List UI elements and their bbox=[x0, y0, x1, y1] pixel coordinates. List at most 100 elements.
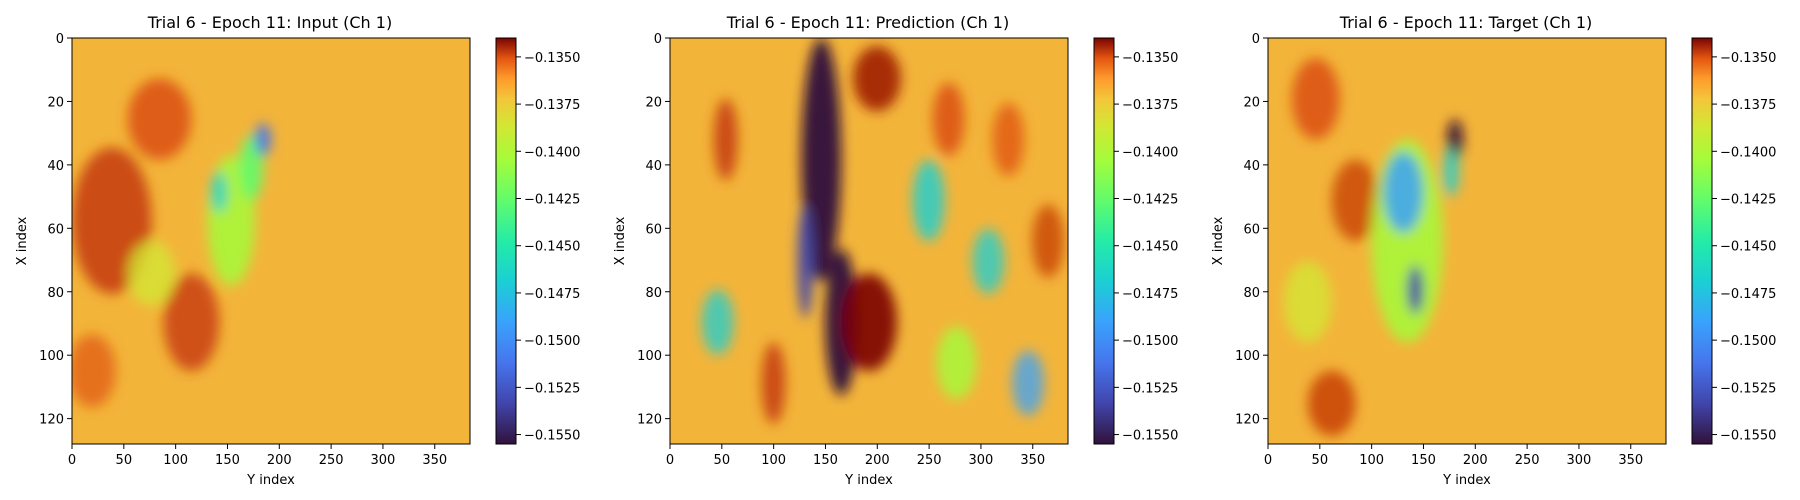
colorbar-tick-label: −0.1550 bbox=[1720, 429, 1776, 444]
field-region bbox=[801, 38, 842, 282]
x-tick-label: 350 bbox=[1020, 453, 1045, 468]
x-tick-label: 200 bbox=[1463, 453, 1488, 468]
x-axis-label: Y index bbox=[844, 473, 893, 488]
y-axis-label: X index bbox=[15, 216, 30, 265]
colorbar-tick-label: −0.1400 bbox=[524, 145, 580, 160]
heatmap-image bbox=[1268, 38, 1666, 444]
field-region bbox=[972, 228, 1005, 294]
y-tick-label: 60 bbox=[645, 222, 662, 237]
field-region bbox=[127, 241, 176, 306]
x-tick-label: 300 bbox=[1567, 453, 1592, 468]
y-tick-label: 20 bbox=[645, 95, 662, 110]
colorbar-ticks: −0.1350 −0.1375 −0.1400 −0.1425 −0.1450 −0.14… bbox=[516, 51, 580, 444]
colorbar bbox=[1691, 37, 1713, 445]
axes-frame bbox=[669, 37, 1069, 445]
y-tick-label: 120 bbox=[39, 413, 64, 428]
x-tick-label: 100 bbox=[761, 453, 786, 468]
y-tick-label: 20 bbox=[1243, 95, 1260, 110]
colorbar-tick-label: −0.1350 bbox=[1122, 51, 1178, 66]
x-tick-label: 300 bbox=[969, 453, 994, 468]
x-tick-label: 250 bbox=[1515, 453, 1540, 468]
y-tick-label: 100 bbox=[39, 349, 64, 364]
colorbar-tick-label: −0.1475 bbox=[1122, 287, 1178, 302]
field-region bbox=[761, 342, 786, 424]
panel-input: Trial 6 - Epoch 11: Input (Ch 1) 0 50 100 1… bbox=[15, 13, 580, 488]
panel-title: Trial 6 - Epoch 11: Target (Ch 1) bbox=[1339, 13, 1592, 32]
field-region bbox=[936, 326, 977, 400]
field-region bbox=[211, 171, 228, 213]
colorbar-tick-label: −0.1525 bbox=[1720, 381, 1776, 396]
heatmap-image bbox=[72, 38, 470, 444]
field-region bbox=[713, 98, 738, 181]
y-tick-label: 60 bbox=[47, 222, 64, 237]
axes-frame bbox=[71, 37, 471, 445]
x-tick-label: 150 bbox=[1411, 453, 1436, 468]
x-tick-label: 100 bbox=[1359, 453, 1384, 468]
field-region bbox=[701, 289, 734, 355]
x-tick-label: 250 bbox=[917, 453, 942, 468]
colorbar-tick-label: −0.1425 bbox=[1122, 193, 1178, 208]
y-tick-label: 0 bbox=[56, 32, 64, 47]
panel-prediction: Trial 6 - Epoch 11: Prediction (Ch 1) 0 5… bbox=[613, 13, 1178, 488]
heatmap-image bbox=[670, 38, 1068, 444]
x-tick-label: 50 bbox=[714, 453, 731, 468]
field-region bbox=[1283, 261, 1332, 343]
x-tick-label: 50 bbox=[116, 453, 133, 468]
field-region bbox=[239, 135, 264, 201]
field-region bbox=[127, 78, 192, 160]
axes-frame bbox=[1267, 37, 1667, 445]
x-tick-label: 100 bbox=[163, 453, 188, 468]
y-axis-ticks: 0 20 40 60 80 100 120 bbox=[1235, 32, 1268, 428]
colorbar-tick-label: −0.1500 bbox=[524, 334, 580, 349]
y-tick-label: 80 bbox=[645, 286, 662, 301]
y-tick-label: 80 bbox=[1243, 286, 1260, 301]
x-axis-ticks: 0 50 100 150 200 250 300 350 bbox=[666, 444, 1045, 468]
colorbar-tick-label: −0.1450 bbox=[524, 240, 580, 255]
field-region bbox=[163, 273, 220, 371]
y-axis-label: X index bbox=[613, 216, 628, 265]
x-tick-label: 350 bbox=[422, 453, 447, 468]
y-axis-label: X index bbox=[1211, 216, 1226, 265]
colorbar-tick-label: −0.1500 bbox=[1122, 334, 1178, 349]
x-tick-label: 0 bbox=[1264, 453, 1272, 468]
x-tick-label: 150 bbox=[215, 453, 240, 468]
y-tick-label: 0 bbox=[654, 32, 662, 47]
panel-title: Trial 6 - Epoch 11: Input (Ch 1) bbox=[147, 13, 392, 32]
y-tick-label: 20 bbox=[47, 95, 64, 110]
panel-target: Trial 6 - Epoch 11: Target (Ch 1) 0 50 100… bbox=[1211, 13, 1776, 488]
colorbar-tick-label: −0.1400 bbox=[1122, 145, 1178, 160]
x-axis-label: Y index bbox=[246, 473, 295, 488]
colorbar-tick-label: −0.1550 bbox=[1122, 429, 1178, 444]
field-region bbox=[853, 46, 901, 112]
field-region bbox=[992, 102, 1025, 177]
y-tick-label: 100 bbox=[637, 349, 662, 364]
y-tick-label: 0 bbox=[1252, 32, 1260, 47]
colorbar-tick-label: −0.1425 bbox=[524, 193, 580, 208]
field-region bbox=[1032, 204, 1065, 278]
y-tick-label: 100 bbox=[1235, 349, 1260, 364]
colorbar-tick-label: −0.1500 bbox=[1720, 334, 1776, 349]
colorbar-tick-label: −0.1350 bbox=[524, 51, 580, 66]
field-region bbox=[912, 159, 945, 241]
colorbar-tick-label: −0.1375 bbox=[524, 98, 580, 113]
field-region bbox=[1407, 265, 1424, 315]
x-tick-label: 50 bbox=[1312, 453, 1329, 468]
x-axis-ticks: 0 50 100 150 200 250 300 350 bbox=[68, 444, 447, 468]
y-tick-label: 120 bbox=[1235, 413, 1260, 428]
y-tick-label: 60 bbox=[1243, 222, 1260, 237]
x-axis-label: Y index bbox=[1442, 473, 1491, 488]
colorbar-tick-label: −0.1425 bbox=[1720, 193, 1776, 208]
field-region bbox=[1307, 370, 1356, 436]
y-tick-label: 40 bbox=[47, 159, 64, 174]
colorbar-tick-label: −0.1375 bbox=[1720, 98, 1776, 113]
colorbar-tick-label: −0.1375 bbox=[1122, 98, 1178, 113]
field-region bbox=[797, 204, 814, 319]
x-axis-ticks: 0 50 100 150 200 250 300 350 bbox=[1264, 444, 1643, 468]
x-tick-label: 350 bbox=[1618, 453, 1643, 468]
colorbar-tick-label: −0.1400 bbox=[1720, 145, 1776, 160]
colorbar-tick-label: −0.1450 bbox=[1122, 240, 1178, 255]
field-region bbox=[1291, 58, 1340, 140]
field-region bbox=[841, 273, 897, 371]
colorbar-tick-label: −0.1450 bbox=[1720, 240, 1776, 255]
